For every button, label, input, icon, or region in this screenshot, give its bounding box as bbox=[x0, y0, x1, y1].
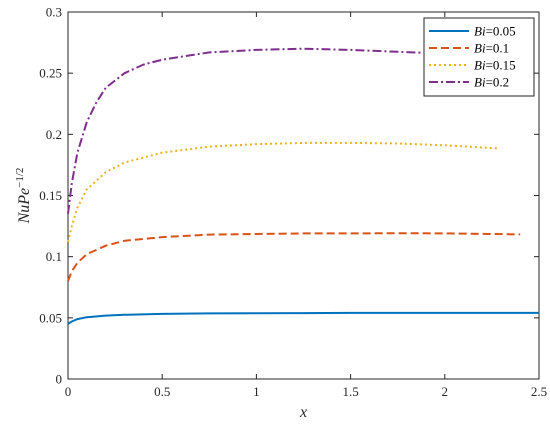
series-line-1 bbox=[67, 311, 539, 325]
y-tick-label: 0.15 bbox=[39, 188, 62, 203]
legend-entry-value: =0.2 bbox=[486, 75, 510, 90]
legend-entry-3: Bi=0.15 bbox=[474, 58, 516, 73]
x-tick-label: 2 bbox=[442, 384, 449, 399]
legend-entry-value: =0.1 bbox=[486, 41, 510, 56]
x-tick-label: 2.5 bbox=[531, 384, 547, 399]
y-tick-label: 0.2 bbox=[46, 127, 62, 142]
y-tick-label: 0.25 bbox=[39, 66, 62, 81]
y-tick-label: 0.3 bbox=[46, 5, 62, 20]
series-layer bbox=[67, 47, 539, 325]
legend-entry-variable: Bi bbox=[474, 24, 486, 39]
legend-entry-4: Bi=0.2 bbox=[474, 75, 509, 90]
series-line-3 bbox=[67, 141, 498, 243]
series-line-4 bbox=[67, 47, 483, 214]
x-tick-label: 1.5 bbox=[342, 384, 358, 399]
legend-entry-value: =0.15 bbox=[486, 58, 516, 73]
y-tick-label: 0 bbox=[56, 372, 63, 387]
legend-entry-variable: Bi bbox=[474, 41, 486, 56]
x-tick-label: 0.5 bbox=[154, 384, 170, 399]
x-axis-label: x bbox=[299, 404, 307, 421]
y-axis-label: NuPe−1/2 bbox=[14, 168, 33, 225]
ticks: 0 0.5 1 1.5 2 2.5 0 0.05 0.1 0.15 0.2 0.25 0.3 bbox=[39, 5, 547, 400]
legend-entry-variable: Bi bbox=[474, 58, 486, 73]
series-line-2 bbox=[67, 232, 521, 282]
y-axis-label-base: NuPe bbox=[16, 188, 33, 225]
x-tick-label: 1 bbox=[253, 384, 260, 399]
legend-entry-2: Bi=0.1 bbox=[474, 41, 509, 56]
x-tick-label: 0 bbox=[65, 384, 72, 399]
legend-entry-value: =0.05 bbox=[486, 24, 516, 39]
y-axis-label-exponent: −1/2 bbox=[14, 168, 26, 188]
y-tick-label: 0.05 bbox=[39, 310, 62, 325]
legend-entry-variable: Bi bbox=[474, 75, 486, 90]
y-tick-label: 0.1 bbox=[46, 249, 62, 264]
legend-entry-1: Bi=0.05 bbox=[474, 24, 516, 39]
